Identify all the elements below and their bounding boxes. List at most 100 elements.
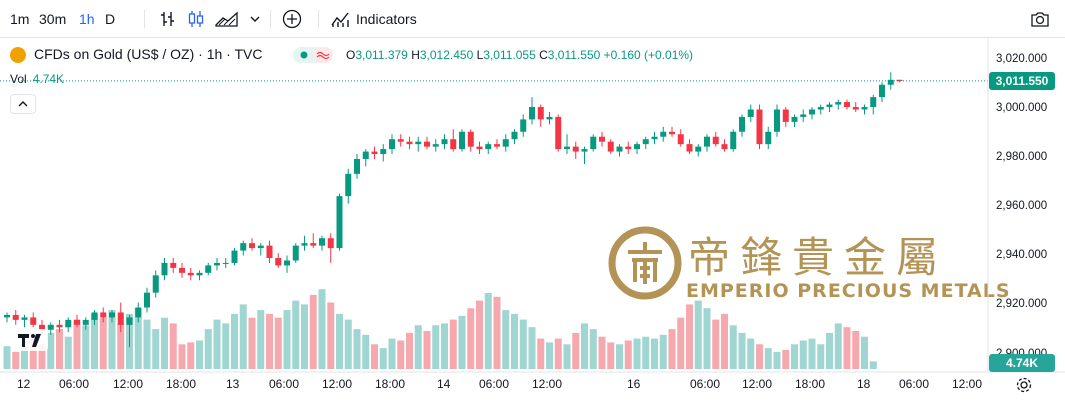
- volume-bar: [712, 319, 720, 369]
- candle-body: [782, 109, 789, 122]
- bar-chart-type-icon[interactable]: [158, 9, 178, 29]
- area-chart-type-icon[interactable]: [214, 9, 240, 29]
- toolbar-divider: [144, 10, 145, 28]
- settings-gear-icon[interactable]: [1015, 376, 1033, 394]
- candle-body: [432, 144, 439, 147]
- high-key: H: [411, 48, 420, 62]
- interval-1m[interactable]: 1m: [10, 11, 30, 27]
- candle-chart-type-icon[interactable]: [186, 9, 206, 29]
- time-tick: 12:00: [742, 377, 773, 391]
- volume-bar: [476, 300, 483, 369]
- candle-body: [599, 136, 605, 142]
- candle-body: [292, 245, 299, 261]
- volume-bar: [686, 304, 693, 369]
- volume-bar: [239, 304, 247, 369]
- interval-30m[interactable]: 30m: [39, 11, 67, 27]
- volume-bar: [546, 342, 553, 369]
- volume-bar: [493, 296, 501, 369]
- candle-body: [826, 104, 833, 108]
- volume-bar: [467, 308, 475, 369]
- volume-bar: [371, 344, 378, 369]
- toolbar-divider: [270, 10, 271, 28]
- candle-body: [4, 314, 10, 318]
- volume-legend: Vol 4.74K: [10, 72, 64, 86]
- candle-body: [319, 238, 325, 246]
- volume-bar: [91, 313, 98, 369]
- volume-bar: [563, 344, 571, 369]
- candle-body: [415, 141, 422, 145]
- volume-bar: [73, 319, 81, 369]
- volume-bar: [694, 300, 702, 369]
- candle-body: [651, 136, 658, 140]
- add-symbol-icon[interactable]: [282, 9, 302, 29]
- candle-body: [135, 307, 142, 318]
- volume-bar: [406, 332, 413, 369]
- candle-body: [144, 292, 150, 308]
- volume-bar: [642, 336, 650, 369]
- candle-body: [765, 131, 772, 145]
- volume-bar: [353, 329, 361, 369]
- symbol-title[interactable]: CFDs on Gold (US$ / OZ) · 1h · TVC: [34, 46, 263, 62]
- indicators-button[interactable]: Indicators: [356, 11, 417, 27]
- open-key: O: [346, 48, 356, 62]
- candle-body: [879, 84, 885, 98]
- volume-bar: [187, 342, 195, 369]
- candle-body: [371, 151, 378, 155]
- time-tick: 06:00: [899, 377, 930, 391]
- collapse-legend-button[interactable]: [10, 94, 36, 114]
- price-tick: 2,960.000: [996, 200, 1048, 212]
- volume-bar: [449, 319, 457, 369]
- volume-bar: [616, 344, 623, 369]
- chevron-down-icon[interactable]: [248, 9, 262, 29]
- camera-icon[interactable]: [1029, 9, 1051, 29]
- candle-body: [800, 114, 807, 117]
- volume-bar: [143, 319, 151, 369]
- candle-body: [397, 139, 404, 142]
- last-volume-tag: 4.74K: [989, 354, 1055, 372]
- candle-body: [564, 146, 570, 150]
- volume-bar: [808, 338, 816, 369]
- volume-bar: [598, 336, 606, 369]
- market-status-badge[interactable]: [293, 47, 333, 63]
- candle-body: [686, 144, 693, 152]
- candle-body: [424, 141, 430, 147]
- time-tick: 06:00: [479, 377, 510, 391]
- volume-bar: [213, 319, 221, 369]
- volume-bar: [441, 323, 448, 369]
- candle-body: [170, 262, 177, 268]
- candle-body: [74, 319, 80, 325]
- indicators-icon[interactable]: [330, 9, 352, 29]
- candle-body: [546, 116, 553, 120]
- interval-1h[interactable]: 1h: [79, 11, 95, 27]
- volume-bar: [108, 310, 116, 369]
- volume-bar: [581, 323, 588, 369]
- candle-body: [240, 243, 247, 251]
- volume-bar: [791, 344, 798, 369]
- toolbar-divider: [318, 10, 319, 28]
- volume-bar: [397, 340, 405, 369]
- volume-bar: [38, 344, 46, 369]
- candle-body: [222, 262, 229, 264]
- candle-body: [152, 275, 159, 293]
- price-tick: 2,940.000: [996, 249, 1048, 261]
- candle-body: [485, 144, 492, 150]
- candle-body: [887, 79, 894, 85]
- volume-bar: [301, 304, 308, 369]
- time-tick: 18:00: [375, 377, 406, 391]
- emperio-logo: [608, 226, 682, 300]
- close-value: 3,011.550: [547, 48, 601, 62]
- tradingview-logo[interactable]: [14, 329, 48, 351]
- volume-bar: [729, 325, 737, 369]
- volume-bar: [624, 340, 632, 369]
- candle-body: [494, 144, 500, 147]
- volume-bar: [99, 317, 107, 369]
- volume-bar: [826, 332, 833, 369]
- volume-bar: [747, 338, 755, 369]
- candle-body: [870, 97, 877, 108]
- volume-bar: [458, 315, 466, 369]
- candle-body: [441, 139, 448, 145]
- candle-body: [214, 262, 220, 266]
- candle-body: [712, 136, 719, 145]
- interval-d[interactable]: D: [105, 11, 116, 27]
